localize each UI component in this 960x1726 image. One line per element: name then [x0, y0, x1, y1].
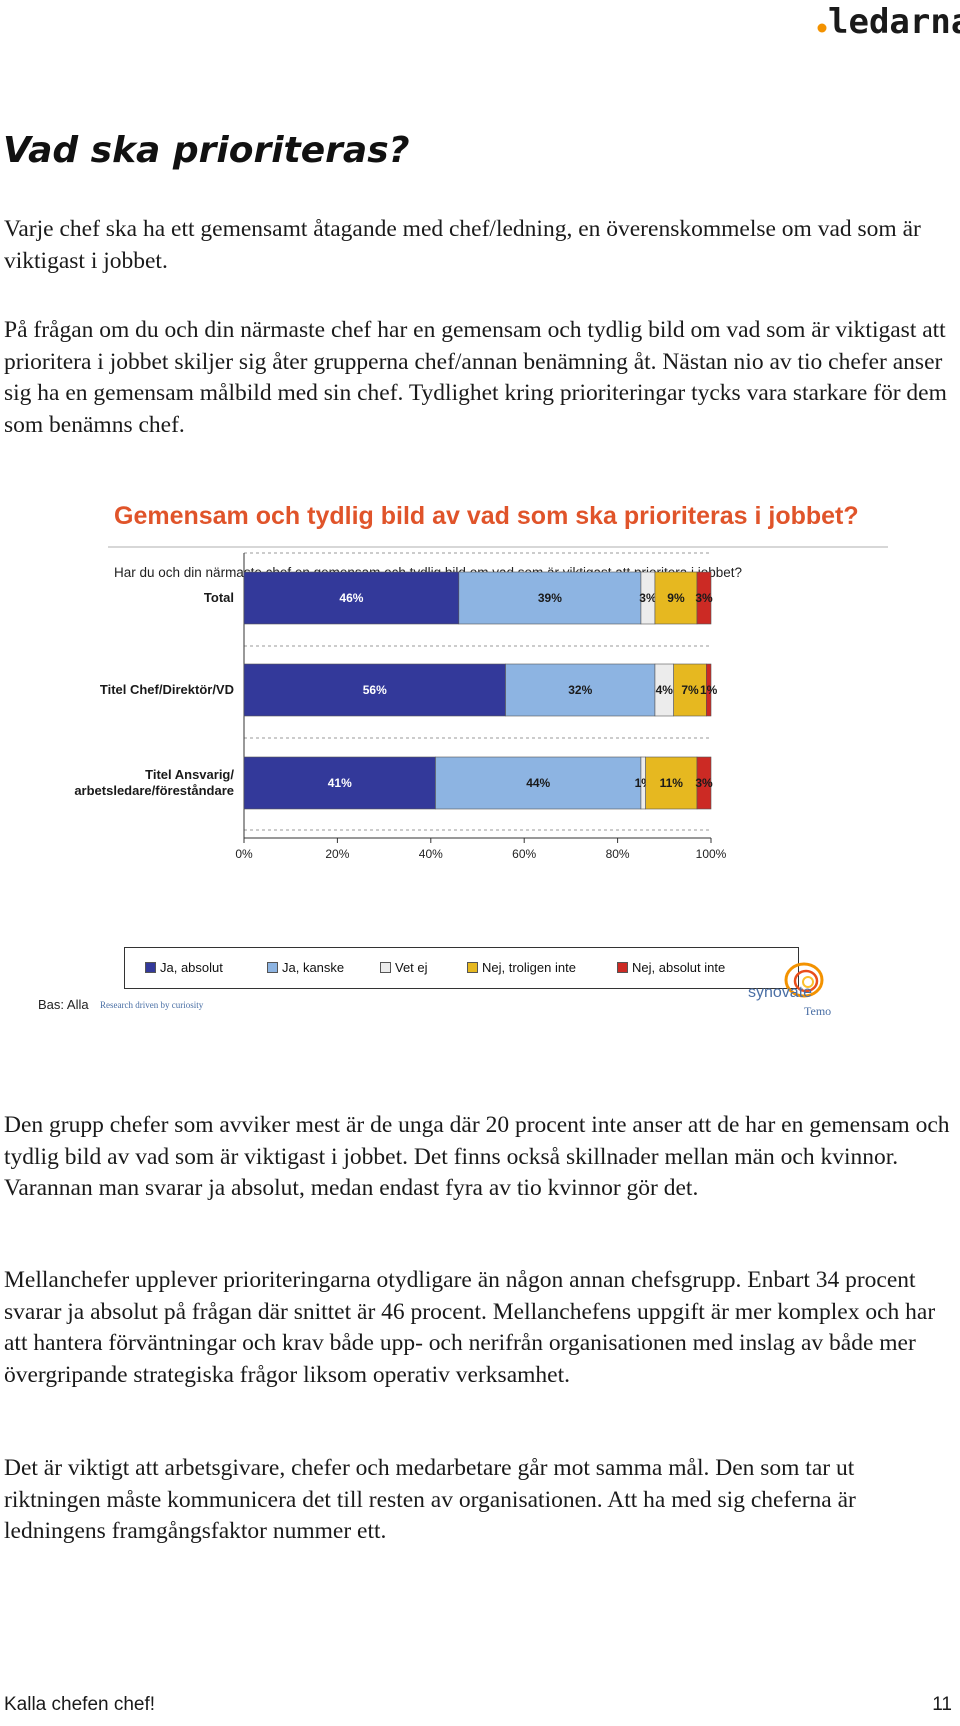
category-label: Titel Chef/Direktör/VD [100, 682, 234, 697]
bar-value-label: 7% [681, 683, 699, 697]
bar-segment [673, 663, 707, 717]
bar-segment [243, 756, 436, 810]
chart-legend: Ja, absolut Ja, kanske Vet ej Nej, troligen… [124, 947, 799, 989]
ledarna-logo: ledarna [817, 2, 960, 42]
body-paragraph: På frågan om du och din närmaste chef ha… [4, 317, 947, 438]
bar-value-label: 46% [339, 591, 363, 605]
stacked-bar-chart: Gemensam och tydlig bild av vad som ska … [36, 488, 888, 1028]
legend-label: Nej, absolut inte [632, 960, 726, 975]
bar-value-label: 3% [639, 591, 657, 605]
legend-label: Ja, kanske [282, 960, 345, 975]
bar-value-label: 11% [660, 776, 684, 790]
bar-segment [696, 756, 712, 810]
category-label: Titel Ansvarig/arbetsledare/föreståndare [74, 767, 234, 798]
bar-segment [243, 663, 506, 717]
legend-item: Nej, absolut inte [617, 960, 725, 975]
bar-segment [645, 756, 698, 810]
chart-base-label: Bas: Alla [38, 997, 89, 1012]
legend-label: Nej, troligen inte [482, 960, 576, 975]
bar-value-label: 39% [538, 591, 562, 605]
chart-title: Gemensam och tydlig bild av vad som ska … [114, 502, 859, 530]
bar-value-label: 56% [363, 683, 387, 697]
legend-item: Nej, troligen inte [467, 960, 576, 975]
bar-segment [696, 571, 712, 625]
synovate-logo: synovate Temo [748, 962, 858, 1026]
synovate-swirl-icon [784, 962, 824, 998]
bar-value-label: 3% [695, 776, 713, 790]
synovate-name: synovate [748, 984, 813, 1001]
legend-swatch [617, 962, 628, 973]
bar-value-label: 1% [700, 683, 718, 697]
bar-segment [505, 663, 656, 717]
bar-segment [435, 756, 642, 810]
bar-segment [243, 571, 460, 625]
bar-segment [458, 571, 642, 625]
body-paragraph: Mellanchefer upplever prioriteringarna o… [4, 1267, 936, 1388]
bar-value-label: 4% [656, 683, 674, 697]
x-tick-label: 100% [696, 847, 727, 861]
bar-value-label: 3% [695, 591, 713, 605]
x-tick-label: 60% [512, 847, 536, 861]
legend-swatch [467, 962, 478, 973]
chart-tagline: Research driven by curiosity [100, 1000, 204, 1010]
legend-swatch [380, 962, 391, 973]
bar-segment [706, 663, 712, 717]
category-label: Total [204, 590, 234, 605]
bar-value-label: 44% [526, 776, 550, 790]
legend-label: Ja, absolut [160, 960, 223, 975]
bar-segment [654, 571, 698, 625]
bar-value-label: 41% [328, 776, 352, 790]
synovate-sub: Temo [804, 1004, 832, 1018]
bar-value-label: 32% [568, 683, 592, 697]
intro-paragraph: Varje chef ska ha ett gemensamt åtagande… [4, 216, 921, 274]
body-paragraph: Det är viktigt att arbetsgivare, chefer … [4, 1455, 856, 1544]
legend-swatch [267, 962, 278, 973]
chart-plot: 0% 20% 40% 60% 80% 100% Total Titel Chef/Direkt… [74, 552, 727, 861]
footer-title: Kalla chefen chef! [4, 1694, 156, 1715]
legend-swatch [145, 962, 156, 973]
page-number: 11 [932, 1694, 952, 1715]
x-tick-label: 0% [235, 847, 253, 861]
legend-item: Ja, absolut [145, 960, 223, 975]
x-tick-label: 40% [419, 847, 443, 861]
chart-title-rule [108, 546, 888, 548]
bar-value-label: 9% [667, 591, 685, 605]
x-tick-label: 20% [325, 847, 349, 861]
logo-text: ledarna [828, 2, 960, 42]
legend-item: Vet ej [380, 960, 428, 975]
body-paragraph: Den grupp chefer som avviker mest är de … [4, 1112, 950, 1201]
legend-label: Vet ej [395, 960, 428, 975]
page-title: Vad ska prioriteras? [3, 130, 410, 171]
x-tick-label: 80% [606, 847, 630, 861]
legend-item: Ja, kanske [267, 960, 344, 975]
